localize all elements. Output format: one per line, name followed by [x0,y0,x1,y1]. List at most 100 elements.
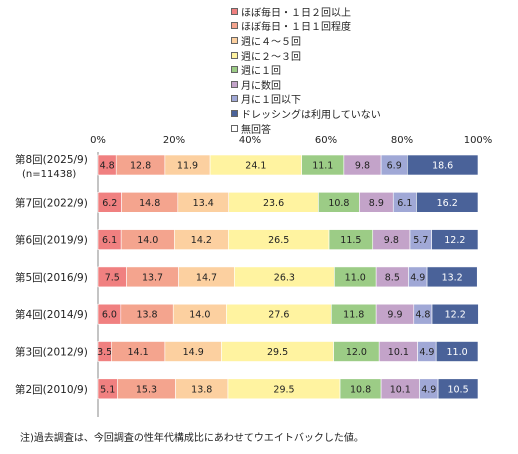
legend-swatch [231,109,238,117]
data-label: 26.5 [268,235,289,246]
bar-segment [435,341,479,362]
footnote: 注)過去調査は、今回調査の性年代構成比にあわせてウエイトバックした値。 [20,433,364,444]
data-label: 11.5 [340,235,361,246]
data-label: 14.8 [139,198,160,209]
legend-swatch [231,66,238,74]
category-label: 第7回(2022/9) [15,196,88,209]
data-label: 27.6 [268,310,289,321]
bar-segment [407,154,479,176]
chart-legend: ほぼ毎日・１日２回以上 ほぼ毎日・１日１回程度 週に４～５回 週に２～３回 週に１回月に… [231,4,381,136]
legend-label: ドレッシングは利用していない [241,109,381,121]
data-label: 29.5 [273,384,294,395]
legend-swatch [231,36,238,44]
x-tick-label: 20% [163,135,185,146]
data-label: 10.8 [328,198,349,209]
data-label: 4.9 [421,384,436,395]
data-label: 16.2 [437,198,458,209]
data-label: 4.9 [419,347,434,358]
data-label: 11.8 [343,310,364,321]
category-label: 第6回(2019/9) [15,234,88,247]
x-tick-label: 0% [90,135,106,146]
bar-segment [437,378,479,400]
legend-label: 週に１回 [241,66,281,78]
legend-label: ほぼ毎日・１日２回以上 [241,7,351,19]
data-label: 10.5 [447,384,468,395]
data-label: 9.8 [384,235,399,246]
category-label: 第3回(2012/9) [15,346,88,359]
data-label: 4.8 [415,310,430,321]
data-label: 6.1 [397,198,412,209]
x-tick-label: 100% [464,135,493,146]
data-label: 9.9 [387,310,402,321]
legend-label: 週に４～５回 [241,36,301,48]
category-sublabel: (n=11438) [22,169,76,180]
legend-label: 週に２～３回 [241,51,301,63]
data-label: 14.9 [183,347,204,358]
category-label: 第4回(2014/9) [15,308,88,321]
legend-item: ほぼ毎日・１日１回程度 [231,19,381,34]
x-tick-label: 40% [239,135,261,146]
bar-segment [426,266,478,288]
x-tick-label: 60% [315,135,337,146]
data-label: 3.5 [97,347,112,358]
legend-item: 週に４～５回 [231,33,381,48]
data-label: 13.8 [191,384,212,395]
legend-item: ほぼ毎日・１日２回以上 [231,4,381,19]
data-label: 11.0 [447,347,468,358]
data-label: 23.6 [263,198,284,209]
legend-label: 月に数回 [241,80,281,92]
bar-segment [431,229,479,250]
data-label: 26.3 [274,272,295,283]
data-label: 5.1 [100,384,115,395]
legend-item: ドレッシングは利用していない [231,106,381,121]
data-label: 13.4 [193,198,214,209]
data-label: 14.0 [137,235,158,246]
data-label: 13.7 [142,272,163,283]
legend-swatch [231,7,238,15]
data-label: 14.0 [189,310,210,321]
data-label: 7.5 [105,272,120,283]
data-label: 29.5 [267,347,288,358]
bar-segment [416,192,479,213]
data-label: 6.1 [102,235,117,246]
data-label: 4.8 [100,161,115,172]
legend-label: 月に１回以下 [241,95,301,107]
data-label: 12.0 [346,347,367,358]
legend-label: ほぼ毎日・１日１回程度 [241,22,351,34]
data-label: 6.0 [102,310,117,321]
category-label: 第5回(2016/9) [15,271,88,284]
data-label: 9.8 [355,161,370,172]
bar-segment [431,303,479,325]
legend-swatch [231,95,238,103]
data-label: 15.3 [136,384,157,395]
data-label: 14.2 [191,235,212,246]
data-label: 6.9 [387,161,402,172]
legend-swatch [231,22,238,30]
data-label: 24.1 [245,161,266,172]
data-label: 4.9 [410,272,425,283]
category-label: 第8回(2025/9) [15,153,88,166]
data-label: 6.2 [102,198,117,209]
data-label: 11.0 [345,272,366,283]
x-tick-label: 80% [391,135,413,146]
category-label: 第2回(2010/9) [15,383,88,396]
data-label: 14.7 [196,272,217,283]
data-label: 13.8 [136,310,157,321]
data-label: 12.2 [444,235,465,246]
legend-item: 月に数回 [231,77,381,92]
legend-label: 無回答 [241,124,271,136]
legend-item: 無回答 [231,121,381,136]
legend-swatch [231,80,238,88]
data-label: 11.1 [312,161,333,172]
legend-item: 週に２～３回 [231,48,381,63]
data-label: 8.9 [369,198,384,209]
data-label: 12.2 [445,310,466,321]
data-label: 11.9 [177,161,198,172]
legend-swatch [231,51,238,59]
data-label: 12.8 [130,161,151,172]
data-label: 13.2 [442,272,463,283]
data-label: 5.7 [413,235,428,246]
data-label: 10.1 [390,384,411,395]
data-label: 18.6 [432,161,453,172]
